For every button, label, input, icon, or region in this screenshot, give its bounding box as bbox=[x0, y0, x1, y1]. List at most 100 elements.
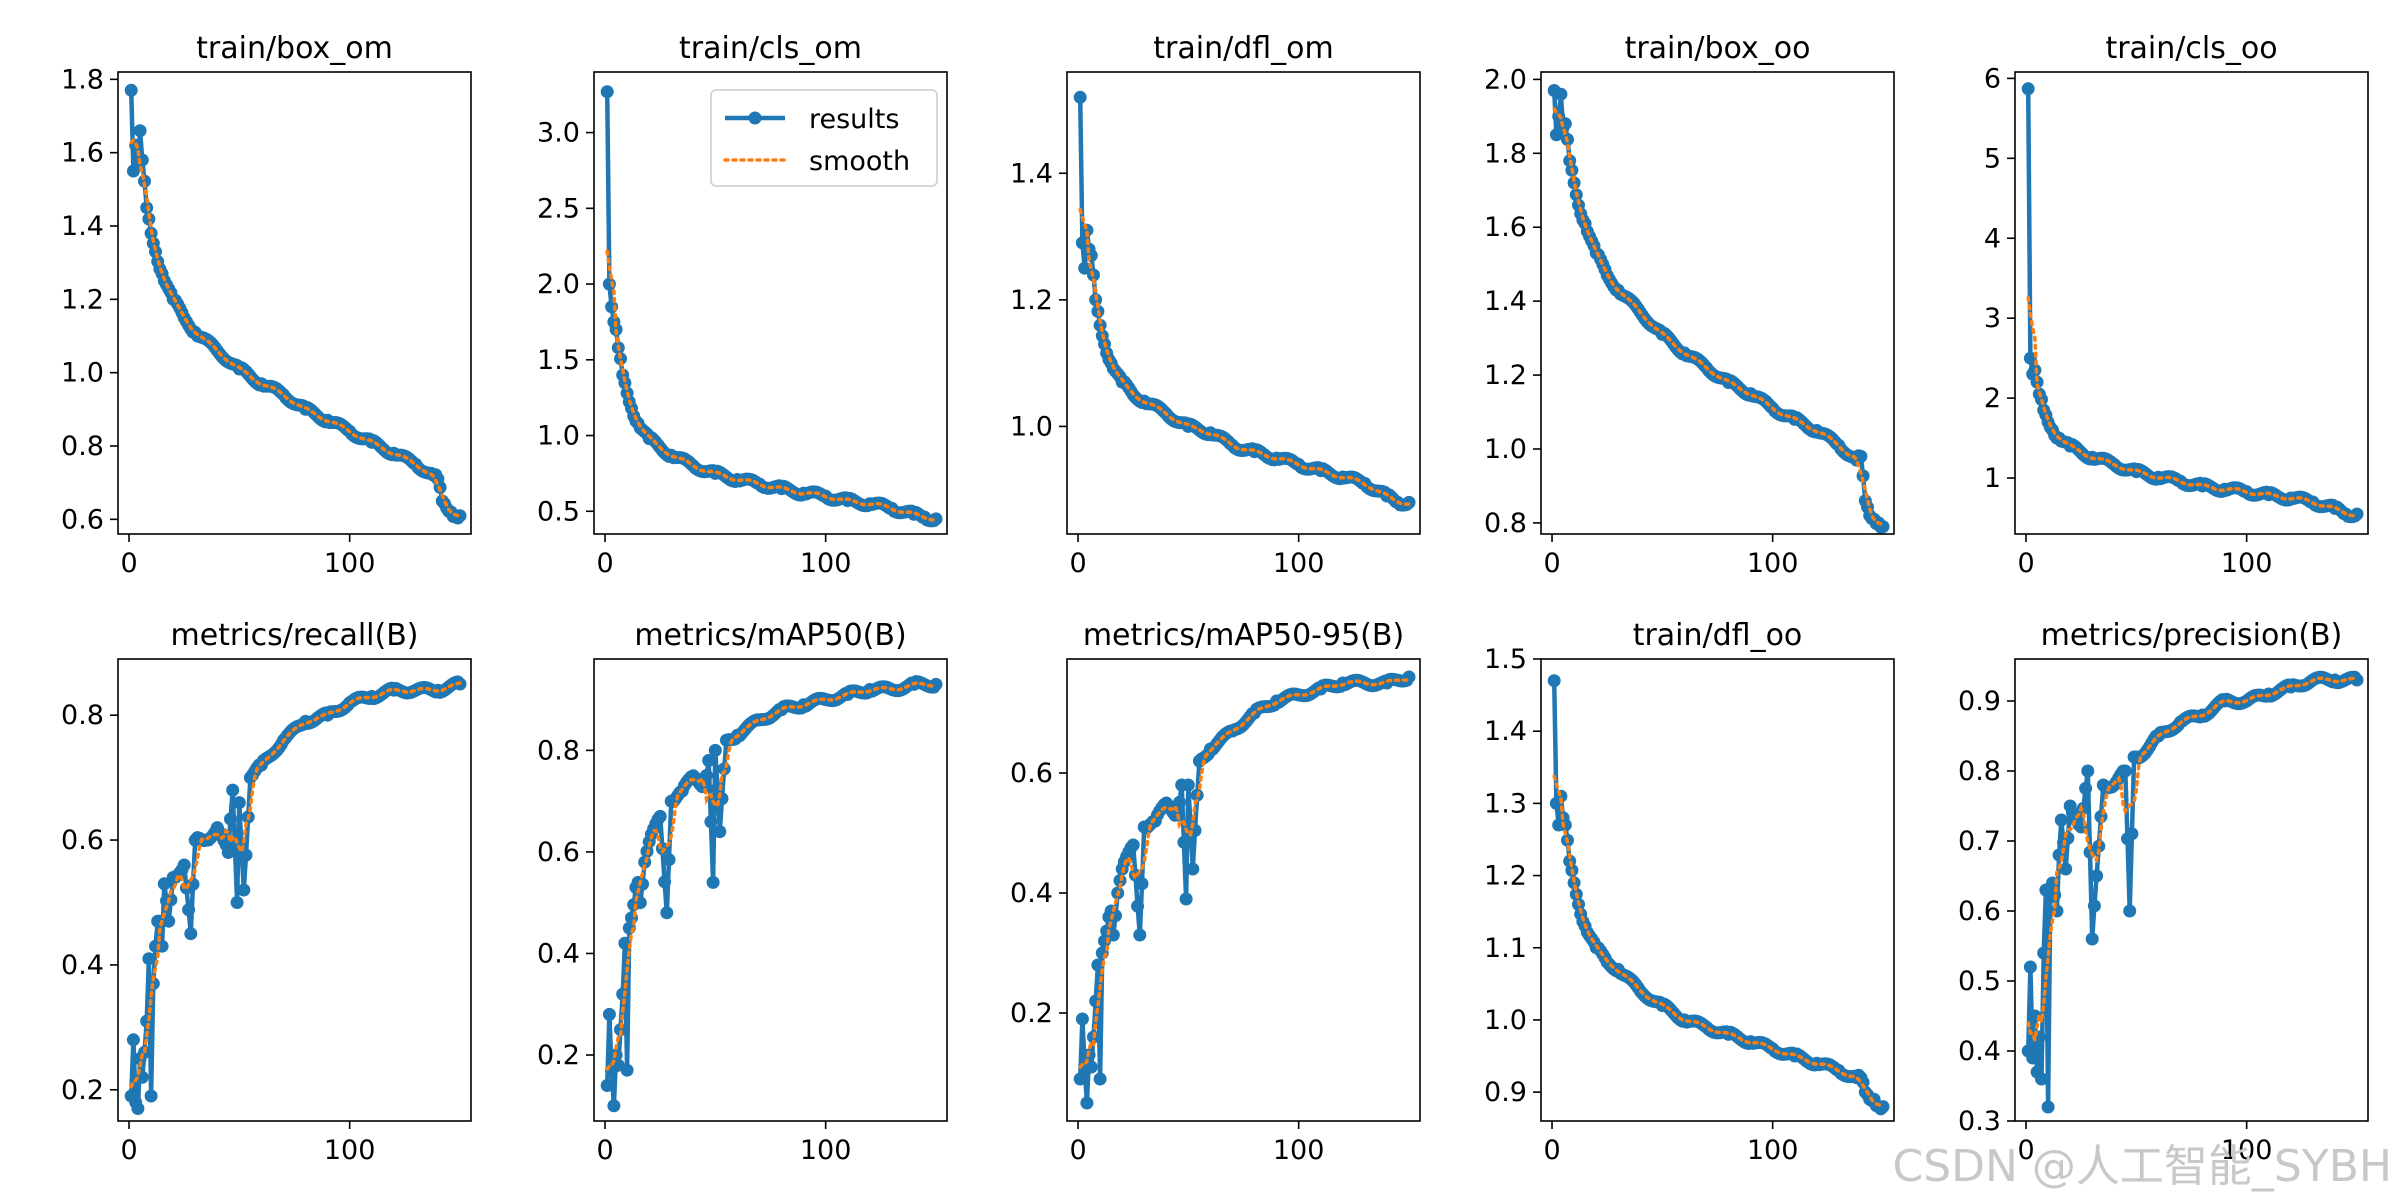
data-point bbox=[702, 754, 716, 767]
y-tick-label: 0.5 bbox=[537, 496, 580, 527]
x-tick-label: 100 bbox=[800, 1135, 852, 1166]
y-tick-label: 0.8 bbox=[537, 735, 580, 766]
data-point bbox=[600, 85, 614, 99]
data-point bbox=[1073, 1072, 1087, 1086]
smooth-line bbox=[1552, 107, 1885, 527]
data-point bbox=[2054, 813, 2068, 827]
y-tick-label: 0.2 bbox=[537, 1040, 580, 1071]
data-point bbox=[653, 809, 667, 823]
x-tick-label: 100 bbox=[324, 548, 376, 579]
subplot-7: metrics/mAP50(B) 0 100 0.2 0.4 0.6 0.8 bbox=[537, 618, 948, 1166]
axes-frame bbox=[1540, 658, 1895, 1122]
data-point bbox=[2059, 862, 2073, 876]
data-point bbox=[662, 853, 676, 867]
data-point bbox=[230, 896, 244, 909]
data-point bbox=[1135, 877, 1149, 891]
y-tick-label: 1.4 bbox=[61, 211, 104, 242]
y-tick-label: 1.4 bbox=[1010, 158, 1053, 189]
subplot-title: train/dfl_oo bbox=[1633, 618, 1803, 653]
data-point bbox=[1402, 495, 1416, 509]
y-tick-label: 0.7 bbox=[1958, 826, 2001, 857]
results-markers bbox=[124, 675, 467, 1115]
data-point bbox=[2026, 1051, 2040, 1065]
data-point bbox=[1554, 87, 1568, 101]
axes-frame bbox=[1066, 71, 1421, 535]
x-tick-label: 0 bbox=[120, 1135, 137, 1166]
data-point bbox=[2350, 673, 2364, 687]
x-tick-label: 100 bbox=[2221, 548, 2273, 579]
subplot-1: train/box_om 0 100 0.6 0.8 1.0 1.2 1.4 1.6 1.8 bbox=[61, 31, 472, 579]
subplot-title: metrics/mAP50(B) bbox=[634, 618, 906, 653]
data-point bbox=[1075, 1012, 1089, 1026]
data-point bbox=[224, 812, 237, 826]
smooth-line bbox=[1552, 774, 1885, 1109]
axes-frame bbox=[1540, 71, 1895, 535]
axes-frame bbox=[1066, 658, 1421, 1122]
subplot-2: train/cls_om 0 100 0.5 1.0 1.5 2.0 2.5 3.0 result… bbox=[537, 31, 948, 579]
y-tick-label: 1.6 bbox=[1484, 212, 1527, 243]
data-point bbox=[600, 1079, 614, 1092]
axes-frame bbox=[2014, 658, 2369, 1122]
subplot-title: metrics/mAP50-95(B) bbox=[1083, 618, 1404, 653]
data-point bbox=[2079, 781, 2093, 795]
y-tick-label: 1.0 bbox=[537, 421, 580, 452]
subplot-title: metrics/recall(B) bbox=[170, 618, 418, 653]
data-point bbox=[149, 245, 162, 259]
legend: results smooth bbox=[710, 89, 938, 187]
data-point bbox=[177, 858, 191, 872]
data-point bbox=[226, 783, 240, 797]
data-point bbox=[2021, 82, 2035, 96]
subplot-title: train/cls_oo bbox=[2105, 31, 2277, 66]
y-tick-label: 0.4 bbox=[537, 938, 580, 969]
data-point bbox=[660, 906, 674, 920]
y-tick-label: 1.2 bbox=[1484, 861, 1527, 892]
data-point bbox=[658, 875, 672, 889]
y-tick-label: 1.4 bbox=[1484, 286, 1527, 317]
data-point bbox=[1126, 838, 1140, 852]
data-point bbox=[232, 796, 246, 810]
x-tick-label: 100 bbox=[1273, 548, 1325, 579]
data-point bbox=[142, 952, 156, 966]
data-point bbox=[1177, 835, 1191, 849]
data-point bbox=[131, 1102, 145, 1115]
x-tick-label: 100 bbox=[1273, 1135, 1325, 1166]
data-point bbox=[1876, 1100, 1890, 1114]
y-tick-label: 0.6 bbox=[1010, 758, 1053, 789]
y-tick-label: 0.9 bbox=[1958, 686, 2001, 717]
y-tick-label: 0.8 bbox=[1484, 508, 1527, 539]
data-point bbox=[1186, 862, 1200, 876]
data-point bbox=[2081, 764, 2095, 778]
y-tick-label: 1.8 bbox=[1484, 138, 1527, 169]
data-point bbox=[2125, 827, 2139, 841]
smooth-line bbox=[2026, 296, 2359, 518]
subplot-10: metrics/precision(B) 0 100 0.3 0.4 0.5 0.6 0.7 0… bbox=[1958, 618, 2369, 1166]
data-point bbox=[162, 914, 176, 928]
y-tick-label: 0.4 bbox=[1010, 878, 1053, 909]
x-tick-label: 0 bbox=[1069, 548, 1086, 579]
y-tick-label: 1 bbox=[1984, 463, 2001, 494]
axes-frame bbox=[117, 658, 472, 1122]
results-line bbox=[1551, 90, 1884, 530]
x-tick-label: 0 bbox=[2017, 548, 2034, 579]
data-point bbox=[2035, 1072, 2048, 1086]
data-point bbox=[929, 512, 943, 526]
y-tick-label: 4 bbox=[1984, 223, 2001, 254]
x-tick-label: 100 bbox=[1747, 548, 1799, 579]
y-tick-label: 0.2 bbox=[1010, 998, 1053, 1029]
x-tick-label: 0 bbox=[2017, 1135, 2034, 1166]
data-point bbox=[2041, 1100, 2055, 1114]
results-markers bbox=[1547, 84, 1890, 534]
subplot-4: train/box_oo 0 100 0.8 1.0 1.2 1.4 1.6 1.8 2.0 bbox=[1484, 31, 1895, 579]
watermark: CSDN @人工智能_SYBH bbox=[1892, 1141, 2392, 1192]
y-tick-label: 3.0 bbox=[537, 118, 580, 149]
data-point bbox=[1080, 223, 1094, 237]
x-tick-label: 0 bbox=[1543, 548, 1560, 579]
data-point bbox=[237, 883, 251, 897]
y-tick-label: 0.4 bbox=[1958, 1036, 2001, 1067]
y-tick-label: 2.5 bbox=[537, 193, 580, 224]
y-tick-label: 0.2 bbox=[61, 1075, 104, 1106]
data-point bbox=[2023, 960, 2037, 974]
axes-frame bbox=[2014, 71, 2369, 535]
x-tick-label: 100 bbox=[1747, 1135, 1799, 1166]
